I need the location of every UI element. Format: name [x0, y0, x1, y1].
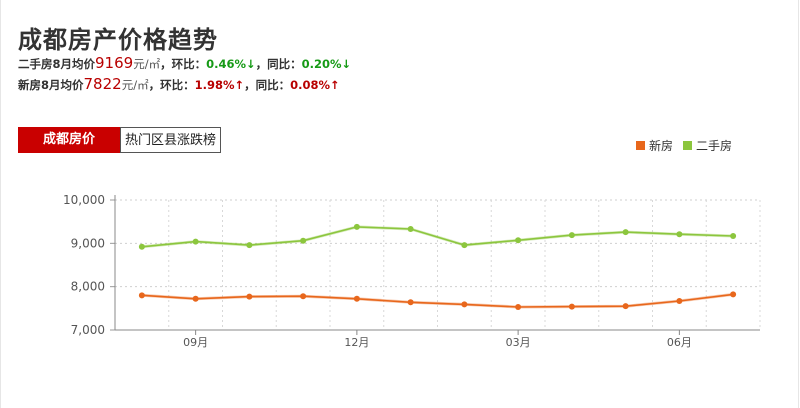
series-line-secondhand: [141, 226, 734, 248]
data-point-new: [138, 292, 145, 299]
y-tick-label: 10,000: [63, 193, 105, 207]
newhouse-price-row: 新房8月均价7822元/㎡，环比：1.98%↑，同比：0.08%↑: [18, 75, 340, 93]
x-tick-label: 06月: [667, 336, 692, 349]
newhouse-unit: 元/㎡: [121, 78, 149, 92]
data-point-new: [192, 295, 199, 302]
data-point-secondhand: [300, 237, 307, 244]
data-point-new: [568, 303, 575, 310]
legend-label-new: 新房: [649, 138, 673, 153]
newhouse-price: 7822: [83, 75, 122, 93]
secondhand-yoy-value: 0.20%: [301, 57, 342, 71]
secondhand-mom-arrow: ↓: [245, 57, 256, 71]
tab-bar: 成都房价 热门区县涨跌榜: [18, 127, 222, 153]
newhouse-label: 新房8月均价: [18, 78, 84, 92]
data-point-secondhand: [515, 237, 522, 244]
y-tick-label: 8,000: [71, 280, 105, 294]
legend-swatch-new: [636, 141, 645, 150]
newhouse-yoy-arrow: ↑: [330, 78, 340, 92]
secondhand-price: 9169: [95, 54, 134, 72]
data-point-new: [622, 303, 629, 310]
data-point-secondhand: [246, 242, 253, 249]
data-point-secondhand: [622, 229, 629, 236]
series-line-new: [141, 293, 734, 308]
page-title: 成都房产价格趋势: [18, 26, 218, 54]
x-tick-label: 12月: [344, 336, 369, 349]
data-point-new: [407, 299, 414, 306]
newhouse-yoy-value: 0.08%: [290, 78, 331, 92]
newhouse-mom-value: 1.98%: [194, 78, 235, 92]
data-point-secondhand: [138, 243, 145, 250]
x-tick-label: 03月: [506, 336, 531, 349]
secondhand-mom-value: 0.46%: [206, 57, 246, 71]
data-point-secondhand: [192, 238, 199, 245]
newhouse-yoy-label: ，同比：: [244, 78, 291, 92]
newhouse-mom-arrow: ↑: [234, 78, 245, 92]
data-point-new: [676, 297, 683, 304]
legend-label-secondhand: 二手房: [696, 138, 732, 153]
legend-swatch-secondhand: [683, 141, 692, 150]
secondhand-label: 二手房8月均价: [18, 57, 96, 71]
data-point-secondhand: [353, 223, 360, 230]
data-point-secondhand: [676, 231, 683, 238]
data-point-new: [515, 304, 522, 311]
data-point-new: [461, 301, 468, 308]
secondhand-mom-label: ，环比：: [160, 57, 207, 71]
data-point-secondhand: [407, 226, 414, 233]
data-point-new: [246, 293, 253, 300]
tab-district-ranking[interactable]: 热门区县涨跌榜: [120, 127, 222, 153]
data-point-secondhand: [461, 242, 468, 249]
data-point-secondhand: [568, 232, 575, 239]
y-tick-label: 9,000: [71, 236, 105, 250]
secondhand-yoy-arrow: ↓: [341, 57, 352, 71]
x-tick-label: 09月: [183, 336, 208, 349]
y-tick-label: 7,000: [71, 323, 105, 337]
secondhand-yoy-label: ，同比：: [255, 57, 302, 71]
data-point-new: [300, 293, 307, 300]
data-point-secondhand: [730, 233, 737, 240]
newhouse-mom-label: ，环比：: [148, 78, 195, 92]
secondhand-unit: 元/㎡: [133, 57, 161, 71]
data-point-new: [730, 291, 737, 298]
data-point-new: [353, 295, 360, 302]
tab-chengdu-price[interactable]: 成都房价: [18, 127, 120, 153]
secondhand-price-row: 二手房8月均价9169元/㎡，环比：0.46%↓，同比：0.20%↓: [18, 54, 351, 72]
